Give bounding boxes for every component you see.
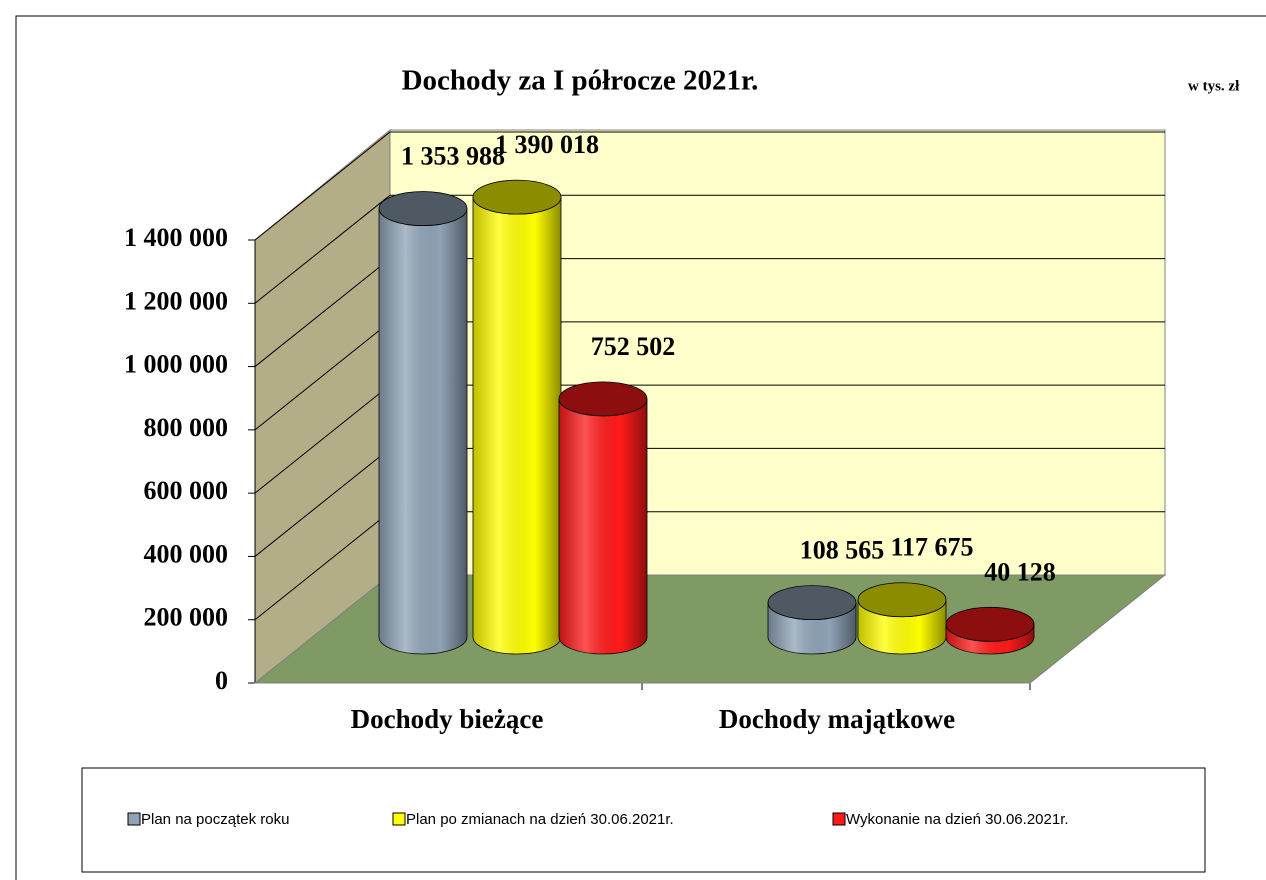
legend-label: Plan po zmianach na dzień 30.06.2021r. bbox=[406, 811, 674, 828]
grid-line bbox=[254, 131, 391, 241]
data-label: 108 565 bbox=[800, 536, 885, 565]
grid-line bbox=[254, 384, 391, 494]
legend-swatch bbox=[392, 812, 406, 826]
legend-label: Wykonanie na dzień 30.06.2021r. bbox=[846, 811, 1069, 828]
bar-top-shade bbox=[768, 585, 856, 620]
bar-top-shade bbox=[559, 381, 647, 416]
bar-shade bbox=[379, 208, 468, 654]
legend bbox=[81, 767, 1206, 873]
y-tick-label: 0 bbox=[215, 666, 228, 695]
data-label: 1 390 018 bbox=[495, 130, 599, 159]
bar-top bbox=[378, 191, 468, 226]
chart-title: Dochody za I półrocze 2021r. bbox=[402, 65, 759, 97]
grid-line bbox=[254, 511, 391, 621]
bar-top-shade bbox=[473, 180, 561, 215]
bar-top-shade bbox=[379, 191, 467, 226]
legend-swatch bbox=[832, 812, 846, 826]
bar-top-shade bbox=[858, 582, 946, 617]
y-tick-label: 1 200 000 bbox=[124, 286, 228, 315]
bar-top bbox=[472, 179, 562, 215]
legend-label: Plan na początek roku bbox=[141, 811, 289, 828]
grid-line bbox=[254, 258, 391, 367]
bar-shade bbox=[858, 599, 946, 654]
data-label: 1 353 988 bbox=[401, 142, 505, 171]
bar-top bbox=[767, 585, 857, 621]
data-label: 117 675 bbox=[890, 533, 973, 562]
y-tick-label: 400 000 bbox=[144, 539, 229, 568]
bar-top bbox=[857, 582, 947, 618]
bar-top bbox=[945, 606, 1035, 642]
x-tick-label: Dochody majątkowe bbox=[719, 704, 955, 734]
x-tick-label: Dochody bieżące bbox=[351, 704, 544, 734]
bar-shade bbox=[559, 398, 647, 654]
bar-shade bbox=[473, 197, 561, 655]
data-label: 752 502 bbox=[591, 332, 676, 361]
bar-shade bbox=[946, 624, 1034, 654]
legend-swatch bbox=[127, 812, 141, 826]
bar-top-shade bbox=[946, 607, 1034, 642]
bar-shade bbox=[768, 602, 856, 654]
y-tick-label: 200 000 bbox=[144, 603, 229, 632]
subtitle: w tys. zł bbox=[1188, 78, 1240, 94]
y-tick-label: 1 400 000 bbox=[124, 223, 228, 252]
grid-line bbox=[254, 194, 391, 304]
grid-line bbox=[254, 448, 391, 557]
data-label: 40 128 bbox=[984, 557, 1056, 586]
frame bbox=[15, 15, 1266, 880]
y-tick-label: 800 000 bbox=[144, 413, 229, 442]
y-tick-label: 1 000 000 bbox=[124, 350, 228, 379]
bar-top bbox=[558, 381, 648, 417]
grid-line bbox=[254, 321, 391, 431]
y-tick-label: 600 000 bbox=[144, 476, 229, 505]
